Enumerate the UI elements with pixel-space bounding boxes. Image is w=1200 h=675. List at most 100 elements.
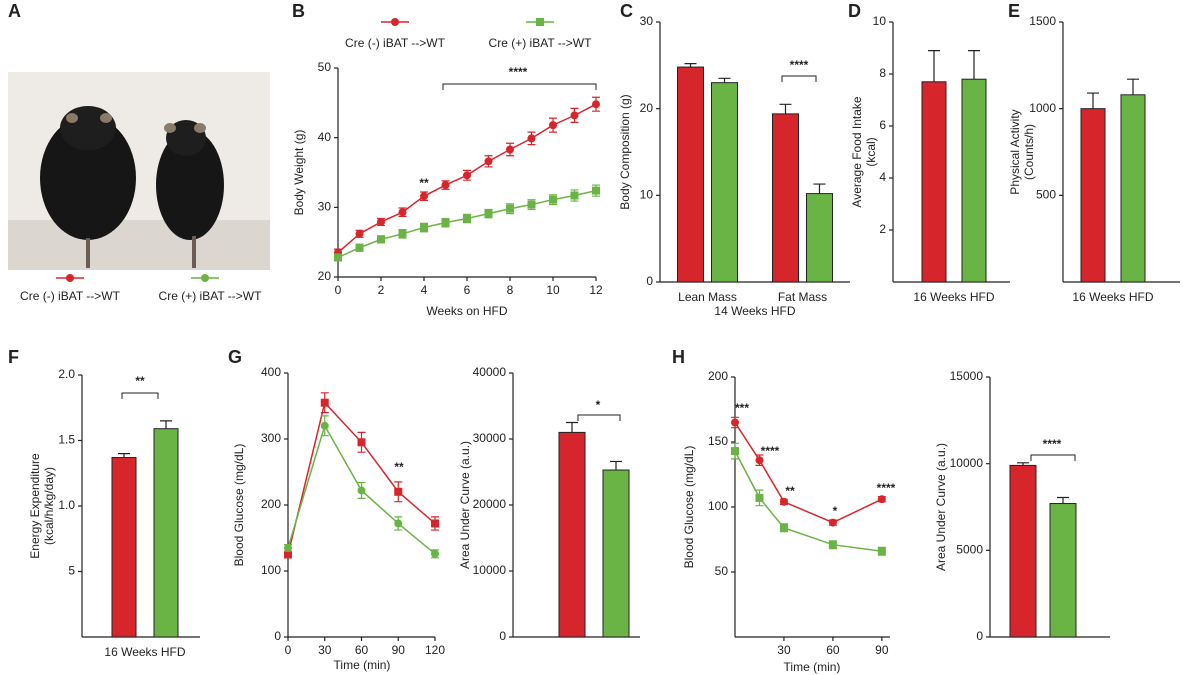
x-tick-label: 16 Weeks HFD — [104, 645, 185, 659]
x-tick-label: 12 — [589, 283, 603, 297]
y-axis-label: Average Food Intake — [850, 96, 864, 208]
marker — [484, 157, 493, 166]
panel-label: D — [848, 1, 861, 21]
y-tick-label: 5000 — [956, 543, 983, 557]
y-tick-label: 1.5 — [58, 433, 75, 447]
panel-label: H — [672, 347, 685, 367]
marker — [755, 493, 764, 502]
x-tick-label: 90 — [875, 643, 889, 657]
marker — [320, 421, 329, 430]
bar — [806, 193, 833, 283]
error-bar — [779, 103, 792, 114]
series — [284, 392, 439, 559]
x-tick-label: 0 — [285, 643, 292, 657]
y-axis-label: (Counts/h) — [1022, 124, 1036, 180]
panel-label: E — [1008, 1, 1020, 21]
y-tick-label: 10000 — [950, 456, 984, 470]
x-axis-label: Time (min) — [784, 660, 841, 674]
marker — [391, 18, 399, 26]
y-tick-label: 0 — [646, 274, 653, 288]
marker — [357, 438, 366, 447]
bar — [111, 457, 137, 638]
error-bar — [968, 50, 980, 80]
y-axis-label: (kcal) — [864, 137, 878, 166]
y-tick-label: 2 — [879, 222, 886, 236]
y-tick-label: 10 — [873, 14, 887, 28]
marker — [284, 543, 292, 552]
y-tick-label: 500 — [1036, 188, 1056, 202]
y-tick-label: 0 — [499, 629, 506, 643]
significance: **** — [509, 65, 528, 79]
bar — [153, 428, 179, 638]
y-tick-label: 10000 — [473, 563, 507, 577]
marker — [420, 223, 428, 232]
significance: * — [596, 398, 601, 412]
marker — [779, 523, 788, 532]
marker — [828, 540, 837, 549]
y-tick-label: 4 — [879, 170, 886, 184]
y-tick-label: 40 — [318, 130, 332, 144]
marker — [570, 191, 579, 200]
x-tick-label: 2 — [378, 283, 385, 297]
y-tick-label: 400 — [261, 365, 281, 379]
marker — [334, 253, 342, 262]
line — [734, 422, 883, 524]
y-tick-label: 6 — [879, 118, 886, 132]
significance: * — [833, 504, 838, 518]
marker — [441, 218, 450, 227]
x-axis-label: 14 Weeks HFD — [714, 304, 795, 318]
marker — [431, 519, 439, 528]
marker — [394, 519, 403, 528]
marker — [377, 235, 385, 244]
marker — [570, 111, 579, 120]
error-bar — [928, 50, 940, 82]
y-axis-label: Body Composition (g) — [618, 94, 632, 209]
y-axis-label: Area Under Curve (a.u.) — [458, 441, 472, 569]
bar — [711, 82, 738, 283]
significance: ** — [394, 460, 404, 474]
y-axis-label: Blood Glucose (mg/dL) — [682, 446, 696, 569]
ear — [194, 123, 206, 133]
marker — [398, 229, 407, 238]
marker — [779, 497, 788, 506]
significance: ** — [135, 374, 145, 388]
marker — [355, 229, 364, 238]
marker — [463, 214, 471, 223]
bar — [1120, 94, 1146, 283]
significance: **** — [1043, 437, 1062, 451]
marker — [877, 547, 886, 556]
ear — [100, 113, 112, 123]
y-axis-label: (kcal/h/kg/day) — [42, 467, 56, 545]
marker — [549, 121, 557, 130]
marker — [420, 192, 428, 201]
legend-label: Cre (-) iBAT -->WT — [345, 36, 446, 50]
marker — [527, 200, 536, 209]
significance-bracket — [121, 392, 159, 399]
x-tick-label: 30 — [318, 643, 332, 657]
ear — [164, 123, 176, 133]
x-axis-label: Weeks on HFD — [426, 304, 507, 318]
panel-label: B — [292, 1, 305, 21]
marker — [377, 217, 385, 226]
ear — [66, 113, 78, 123]
legend-label: Cre (-) iBAT -->WT — [20, 289, 121, 303]
x-tick-label: 30 — [777, 643, 791, 657]
x-axis-label: Time (min) — [334, 658, 391, 672]
error-bar — [1057, 496, 1069, 504]
panel-label: A — [8, 1, 21, 21]
marker — [398, 208, 407, 217]
error-bar — [718, 77, 731, 83]
y-tick-label: 30 — [318, 200, 332, 214]
error-bar — [610, 460, 622, 471]
y-tick-label: 50 — [715, 564, 729, 578]
y-axis-label: Area Under Curve (a.u.) — [934, 443, 948, 571]
marker — [320, 398, 329, 407]
photo-floor — [8, 220, 270, 270]
y-tick-label: 20000 — [473, 497, 507, 511]
bar — [1080, 108, 1106, 283]
y-tick-label: 1500 — [1029, 14, 1056, 28]
significance: **** — [877, 481, 896, 495]
marker — [592, 100, 600, 109]
bar — [1009, 464, 1037, 638]
significance: **** — [761, 444, 780, 458]
